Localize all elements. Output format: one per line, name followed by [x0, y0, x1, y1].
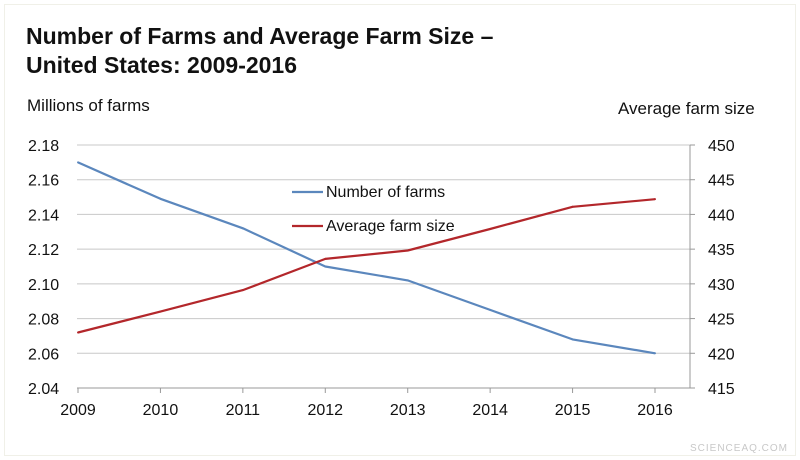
data-point [489, 308, 492, 311]
right-tick-label: 415 [708, 381, 735, 398]
title-line-1: Number of Farms and Average Farm Size – [26, 23, 494, 49]
right-tick-label: 435 [708, 242, 735, 259]
data-point [654, 352, 656, 355]
left-axis-label: Millions of farms [27, 96, 150, 115]
data-point [159, 310, 162, 313]
left-tick-label: 2.06 [28, 346, 59, 363]
left-tick-label: 2.04 [28, 381, 59, 398]
left-tick-label: 2.12 [28, 242, 59, 259]
data-point [406, 249, 409, 252]
left-tick-label: 2.10 [28, 277, 59, 294]
right-tick-label: 430 [708, 277, 735, 294]
series-line-number-of-farms [77, 161, 656, 355]
data-point [159, 197, 162, 200]
left-tick-label: 2.14 [28, 207, 59, 224]
data-point [77, 331, 79, 334]
data-point [241, 289, 244, 292]
x-tick-label: 2011 [226, 402, 261, 419]
right-tick-label: 445 [708, 173, 735, 190]
series-line-average-farm-size [77, 198, 656, 334]
right-tick-label: 450 [708, 138, 735, 155]
legend-label: Number of farms [326, 184, 445, 201]
right-tick-label: 425 [708, 312, 735, 329]
x-tick-label: 2009 [60, 402, 96, 419]
watermark: SCIENCEAQ.COM [689, 443, 788, 454]
right-tick-label: 440 [708, 207, 735, 224]
x-tick-label: 2013 [390, 402, 426, 419]
right-axis-label: Average farm size [618, 99, 755, 118]
data-point [324, 257, 327, 260]
x-tick-label: 2015 [555, 402, 591, 419]
data-point [241, 227, 244, 230]
data-point [324, 265, 327, 268]
right-tick-label: 420 [708, 346, 735, 363]
x-tick-label: 2010 [143, 402, 179, 419]
chart-title: Number of Farms and Average Farm Size – … [26, 22, 493, 80]
data-point [571, 338, 574, 341]
left-tick-label: 2.16 [28, 173, 59, 190]
data-point [77, 161, 79, 164]
left-tick-label: 2.18 [28, 138, 59, 155]
x-tick-label: 2014 [472, 402, 508, 419]
left-tick-label: 2.08 [28, 312, 59, 329]
data-point [489, 228, 492, 231]
title-line-2: United States: 2009-2016 [26, 52, 298, 78]
chart-frame [4, 4, 796, 456]
x-tick-label: 2016 [637, 402, 673, 419]
data-point [571, 205, 574, 208]
legend-label: Average farm size [326, 218, 455, 235]
x-tick-label: 2012 [307, 402, 343, 419]
data-point [654, 198, 656, 201]
data-point [406, 279, 409, 282]
